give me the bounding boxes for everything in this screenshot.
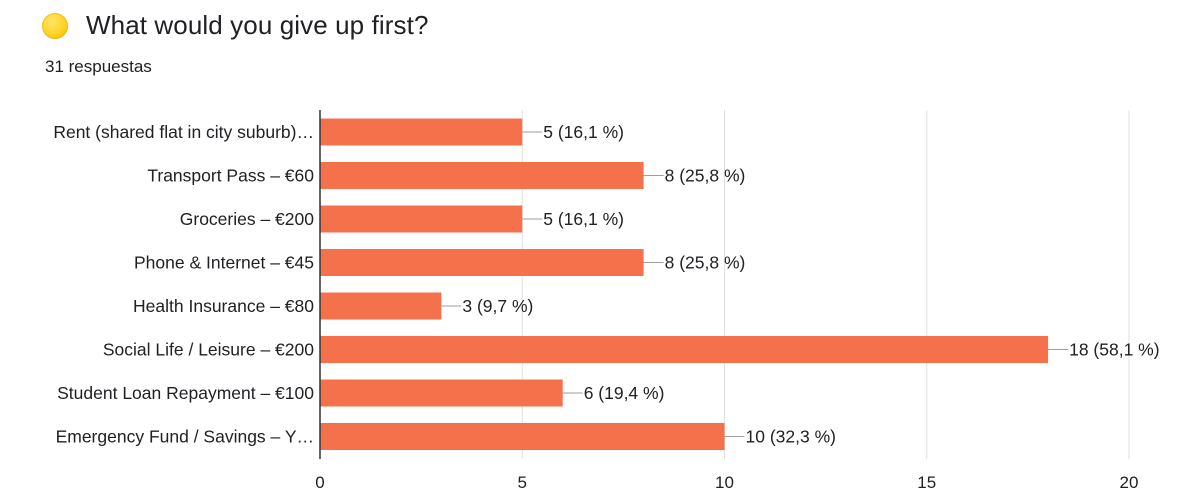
x-tick-label: 10 — [715, 473, 734, 492]
x-tick-label: 20 — [1120, 473, 1139, 492]
category-label: Social Life / Leisure – €200 — [103, 340, 314, 360]
bar — [320, 292, 442, 320]
chart-header: What would you give up first? 31 respues… — [42, 10, 429, 77]
data-label: 6 (19,4 %) — [584, 383, 665, 403]
data-label: 5 (16,1 %) — [543, 209, 624, 229]
title-row: What would you give up first? — [42, 10, 429, 41]
x-tick-label: 0 — [315, 473, 324, 492]
response-count: 31 respuestas — [45, 57, 152, 76]
category-label: Health Insurance – €80 — [133, 296, 314, 316]
category-label: Emergency Fund / Savings – Y… — [56, 427, 314, 447]
question-title: What would you give up first? — [86, 10, 429, 40]
bar — [320, 423, 725, 450]
yellow-circle-icon — [42, 12, 68, 39]
data-label: 8 (25,8 %) — [665, 253, 746, 273]
bar — [320, 336, 1049, 363]
category-label: Transport Pass – €60 — [147, 166, 314, 186]
category-label: Rent (shared flat in city suburb)… — [53, 122, 314, 142]
bar — [320, 249, 644, 276]
bar — [320, 379, 563, 407]
x-tick-label: 5 — [518, 473, 527, 492]
data-label: 3 (9,7 %) — [462, 296, 533, 316]
category-label: Student Loan Repayment – €100 — [57, 383, 314, 403]
bar — [320, 118, 523, 146]
data-label: 18 (58,1 %) — [1069, 340, 1159, 360]
data-label: 10 (32,3 %) — [746, 427, 836, 447]
bar — [320, 205, 523, 233]
data-label: 8 (25,8 %) — [665, 166, 746, 186]
data-label: 5 (16,1 %) — [543, 122, 624, 142]
bar — [320, 162, 644, 189]
category-label: Groceries – €200 — [180, 209, 315, 229]
x-tick-label: 15 — [917, 473, 936, 492]
category-label: Phone & Internet – €45 — [134, 253, 314, 273]
